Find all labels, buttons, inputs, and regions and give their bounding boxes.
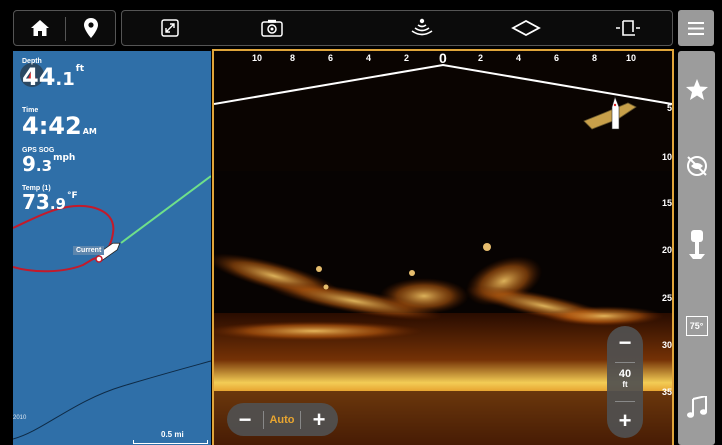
side-imaging-view[interactable]: 10 8 6 4 2 0 2 4 6 8 10 5 10 15 20 25 30… xyxy=(212,49,674,445)
depth-scale-label: 20 xyxy=(661,245,672,255)
depth-scale-label: 10 xyxy=(661,152,672,162)
heading-line xyxy=(120,175,211,244)
range-decrease-button[interactable]: − xyxy=(618,330,632,355)
depth-scale-label: 35 xyxy=(661,387,672,397)
temp-value: 73 xyxy=(22,190,50,214)
chart-view[interactable]: Depth 44.1ft Time 4:42AM GPS SOG 9.3mph … xyxy=(13,51,211,445)
boat-position-icon xyxy=(95,255,103,263)
expand-icon xyxy=(161,19,179,37)
water-temp-button[interactable]: 75° xyxy=(678,306,715,346)
time-label: Time xyxy=(22,107,39,114)
fish-id-button[interactable] xyxy=(678,146,715,186)
side-scale-label: 10 xyxy=(252,53,263,63)
time-readout: Time 4:42AM xyxy=(22,107,97,139)
right-sidebar: 75° xyxy=(678,51,715,445)
speed-value: 9 xyxy=(22,152,36,176)
menu-button[interactable] xyxy=(678,10,714,46)
chart-corner-text: 2010 xyxy=(13,415,27,421)
range-control: − 40 ft + xyxy=(607,326,643,438)
fish-id-icon xyxy=(686,156,707,176)
depth-decimal: .1 xyxy=(55,69,75,90)
home-icon xyxy=(30,20,49,36)
star-icon xyxy=(685,78,708,100)
trolling-motor-button[interactable] xyxy=(678,225,715,265)
speed-label: GPS SOG xyxy=(22,147,55,154)
map-pin-icon xyxy=(84,18,98,38)
down-imaging-icon xyxy=(511,20,541,36)
speed-decimal: .3 xyxy=(35,157,53,175)
zoom-out-button[interactable]: − xyxy=(238,406,252,432)
range-increase-button[interactable]: + xyxy=(618,408,632,433)
structure-returns xyxy=(214,243,664,341)
depth-value: 44 xyxy=(22,63,56,91)
depth-scale-label: 5 xyxy=(666,103,672,113)
zoom-in-button[interactable]: + xyxy=(312,406,326,432)
depth-scale-label: 30 xyxy=(661,340,672,350)
speed-readout: GPS SOG 9.3mph xyxy=(22,147,75,176)
sonar-ping-icon xyxy=(411,18,433,36)
range-readout: 40 ft xyxy=(607,368,643,389)
side-scale-label: 8 xyxy=(290,53,296,63)
depth-scale-label: 25 xyxy=(661,293,672,303)
favorites-button[interactable] xyxy=(678,69,715,109)
depth-readout: Depth 44.1ft xyxy=(22,58,84,90)
depth-scale-label: 15 xyxy=(661,198,672,208)
side-scale-label: 2 xyxy=(404,53,410,63)
side-scale-label: 10 xyxy=(626,53,637,63)
side-scale-label: 2 xyxy=(478,53,484,63)
chart-scale-bar xyxy=(133,440,208,444)
view-toolbar xyxy=(121,10,673,46)
chart-drawing xyxy=(13,63,211,440)
track-line xyxy=(13,204,115,273)
side-scale-label: 6 xyxy=(328,53,334,63)
chart-scale-label: 0.5 mi xyxy=(161,430,184,439)
temp-unit: °F xyxy=(66,191,78,201)
depth-unit: ft xyxy=(75,64,84,74)
depth-contour xyxy=(13,360,211,440)
depth-label: Depth xyxy=(22,58,42,65)
side-scale-label: 8 xyxy=(592,53,598,63)
side-scale-label: 4 xyxy=(516,53,522,63)
zoom-auto-button[interactable]: Auto xyxy=(263,410,301,429)
home-button[interactable] xyxy=(14,11,65,45)
side-scale-label: 4 xyxy=(366,53,372,63)
current-position-label: Current xyxy=(73,246,105,255)
top-bar xyxy=(0,0,722,50)
speed-unit: mph xyxy=(53,153,76,163)
temp-decimal: .9 xyxy=(49,195,66,213)
camera-settings-button[interactable] xyxy=(254,11,290,45)
temp-readout: Temp (1) 73.9°F xyxy=(22,185,78,214)
crop-icon xyxy=(616,20,640,36)
beam-outline xyxy=(214,63,672,105)
crop-button[interactable] xyxy=(610,11,646,45)
music-icon xyxy=(686,396,707,418)
side-scale-label: 6 xyxy=(554,53,560,63)
hamburger-menu-icon xyxy=(688,21,704,35)
time-value: 4:42 xyxy=(22,112,82,140)
nav-button-group xyxy=(13,10,116,46)
time-unit: AM xyxy=(82,127,97,136)
down-imaging-button[interactable] xyxy=(506,11,546,45)
boat-cursor-icon xyxy=(583,96,637,130)
camera-settings-icon xyxy=(261,19,283,37)
sonar-returns xyxy=(214,51,672,445)
waypoint-button[interactable] xyxy=(66,11,116,45)
range-unit: ft xyxy=(622,380,628,389)
sonar-button[interactable] xyxy=(404,11,440,45)
side-scale-center: 0 xyxy=(439,50,447,66)
range-value: 40 xyxy=(618,368,632,380)
temp-label: Temp (1) xyxy=(22,185,51,192)
music-button[interactable] xyxy=(678,387,715,427)
temperature-icon: 75° xyxy=(685,316,708,336)
zoom-control: − Auto + xyxy=(227,403,338,436)
trolling-motor-icon xyxy=(688,230,705,259)
fullscreen-button[interactable] xyxy=(152,11,188,45)
